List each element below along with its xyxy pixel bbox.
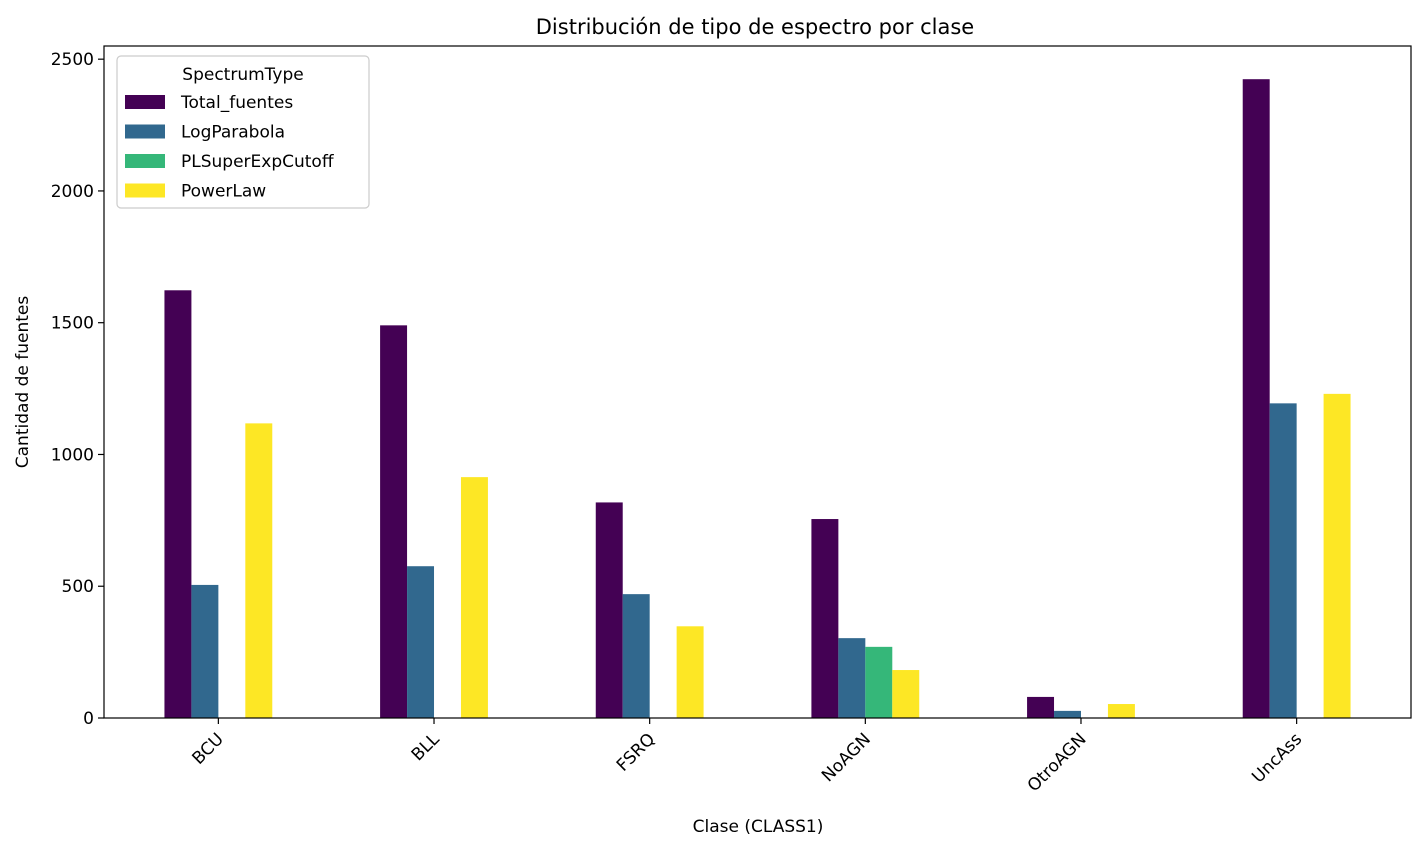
x-tick-label: FSRQ: [613, 729, 659, 775]
y-axis-label: Cantidad de fuentes: [13, 296, 33, 469]
bar-total_fuentes-otroagn: [1027, 696, 1055, 718]
chart-title: Distribución de tipo de espectro por cla…: [536, 15, 974, 39]
legend-swatch-powerlaw: [125, 183, 165, 198]
bar-total_fuentes-bll: [380, 325, 408, 718]
bar-total_fuentes-noagn: [811, 519, 839, 718]
legend-entry-total_fuentes: Total_fuentes: [180, 93, 293, 113]
x-tick-label: UncAss: [1248, 729, 1306, 787]
legend-swatch-logparabola: [125, 124, 165, 139]
bar-powerlaw-uncass: [1323, 393, 1351, 718]
bars-layer: [164, 79, 1351, 718]
bar-powerlaw-bll: [460, 477, 488, 718]
bar-logparabola-bcu: [191, 584, 219, 718]
bar-total_fuentes-fsrq: [595, 502, 623, 718]
bar-powerlaw-noagn: [892, 670, 920, 718]
bar-powerlaw-fsrq: [676, 626, 704, 718]
x-tick-label: BLL: [408, 729, 444, 765]
bar-logparabola-noagn: [838, 638, 866, 718]
bar-powerlaw-otroagn: [1107, 704, 1135, 718]
bar-logparabola-uncass: [1269, 403, 1297, 718]
legend-entry-powerlaw: PowerLaw: [181, 182, 266, 202]
bar-total_fuentes-uncass: [1242, 79, 1270, 718]
bar-logparabola-otroagn: [1054, 710, 1081, 718]
bar-plsuperexpcutoff-noagn: [865, 646, 893, 718]
y-tick-label: 0: [83, 709, 94, 729]
bar-powerlaw-bcu: [245, 423, 273, 718]
y-tick-label: 500: [62, 577, 94, 597]
y-tick-label: 2000: [51, 182, 94, 202]
legend-swatch-plsuperexpcutoff: [125, 154, 165, 168]
legend: SpectrumType Total_fuentes LogParabola PLSu…: [116, 55, 370, 209]
plot-frame: [103, 45, 1412, 719]
y-tick-label: 2500: [51, 50, 94, 70]
x-tick-label: OtroAGN: [1024, 729, 1091, 796]
y-tick-label: 1000: [51, 445, 94, 465]
x-tick-label: NoAGN: [818, 729, 875, 786]
y-tick-label: 1500: [51, 314, 94, 334]
bar-logparabola-bll: [407, 566, 435, 718]
bar-logparabola-fsrq: [622, 594, 650, 718]
legend-entry-plsuperexpcutoff: PLSuperExpCutoff: [181, 152, 335, 172]
legend-swatch-total_fuentes: [125, 95, 165, 109]
legend-frame: [116, 55, 370, 209]
bar-total_fuentes-bcu: [164, 290, 192, 718]
legend-title: SpectrumType: [182, 65, 303, 85]
x-axis-label: Clase (CLASS1): [693, 817, 824, 837]
x-tick-label: BCU: [189, 729, 228, 768]
legend-entry-logparabola: LogParabola: [181, 123, 285, 143]
